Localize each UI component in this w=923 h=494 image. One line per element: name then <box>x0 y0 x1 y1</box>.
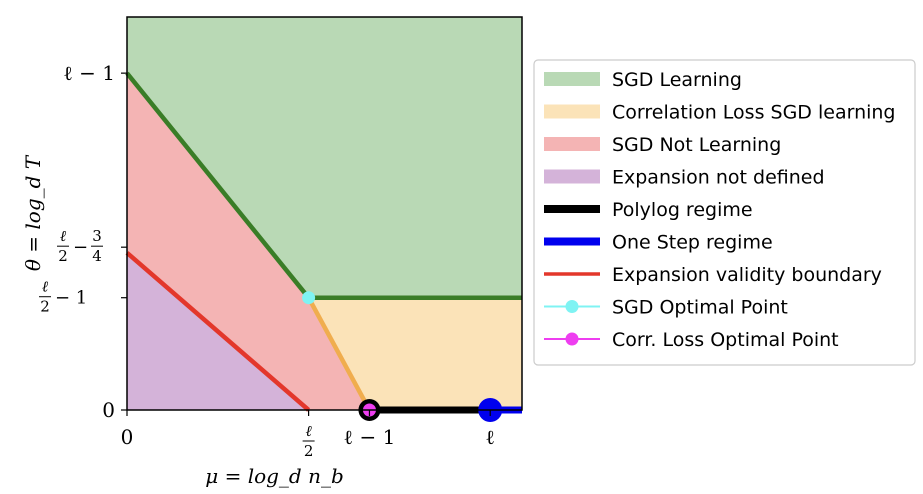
legend-entry-corr-loss-optimal-point: Corr. Loss Optimal Point <box>544 329 839 351</box>
legend-entry-expansion-not-defined: Expansion not defined <box>544 167 825 189</box>
legend-label: Expansion validity boundary <box>612 264 882 286</box>
line-correlation-boundary <box>306 296 372 412</box>
legend-swatch <box>544 169 600 184</box>
regions-layer <box>127 17 522 411</box>
legend-entry-polylog-regime: Polylog regime <box>544 199 753 221</box>
y-axis-label: θ = log_d T <box>21 154 45 271</box>
legend-label: Corr. Loss Optimal Point <box>612 329 839 351</box>
legend-label: Polylog regime <box>612 199 753 221</box>
fraction-denominator: 2 <box>40 298 50 316</box>
y-tick-label: ℓ − 1 <box>63 61 115 85</box>
legend-label: SGD Not Learning <box>612 134 781 156</box>
fraction-label: ℓ 2 − 1 <box>39 278 87 316</box>
fraction-minus: − <box>73 237 88 258</box>
point-sgd-optimal-point <box>302 291 316 305</box>
legend-marker <box>565 332 579 346</box>
fraction-numerator: 3 <box>92 227 102 245</box>
fraction-denominator: 2 <box>304 442 314 460</box>
x-axis-label: μ = log_d n_b <box>205 464 344 488</box>
legend: SGD Learning Correlation Loss SGD learnin… <box>533 59 916 366</box>
plot-frame <box>126 16 523 411</box>
fraction-label: ℓ2 <box>302 422 315 460</box>
legend-entry-sgd-optimal-point: SGD Optimal Point <box>544 297 788 319</box>
y-tick-label: 0 <box>102 398 115 422</box>
x-tick-label: ℓ <box>485 425 495 449</box>
legend-swatch <box>544 137 600 151</box>
legend-entry-correlation-loss-sgd-learning: Correlation Loss SGD learning <box>544 102 896 124</box>
x-tick-label: ℓ − 1 <box>344 425 396 449</box>
legend-label: Correlation Loss SGD learning <box>612 102 896 124</box>
region-correlation-loss-sgd-learning <box>308 297 522 410</box>
legend-box <box>533 59 916 366</box>
line-expansion-validity-boundary <box>125 251 311 412</box>
legend-swatch <box>544 104 600 119</box>
legend-label: SGD Optimal Point <box>612 297 788 319</box>
fraction-numerator: ℓ <box>60 227 66 245</box>
legend-entry-sgd-learning: SGD Learning <box>544 69 742 91</box>
fraction-denominator: 4 <box>92 247 102 265</box>
legend-swatch <box>544 72 600 86</box>
legend-label: SGD Learning <box>612 69 742 91</box>
fraction-suffix: − 1 <box>55 288 87 309</box>
region-sgd-not-learning <box>127 73 370 411</box>
legend-entry-sgd-not-learning: SGD Not Learning <box>544 134 781 156</box>
region-sgd-learning <box>127 17 522 298</box>
y-tick-label-fraction: ℓ 2 −3 4 <box>57 227 103 265</box>
x-tick-label: 0 <box>121 425 134 449</box>
legend-entry-one-step-regime: One Step regime <box>544 232 773 254</box>
fraction-numerator: ℓ <box>305 422 311 440</box>
legend-label: One Step regime <box>612 232 773 254</box>
legend-marker <box>565 300 579 313</box>
legend-entry-expansion-validity-boundary: Expansion validity boundary <box>544 264 882 286</box>
fraction-numerator: ℓ <box>42 278 48 296</box>
legend-label: Expansion not defined <box>612 167 825 189</box>
fraction-denominator: 2 <box>58 247 68 265</box>
